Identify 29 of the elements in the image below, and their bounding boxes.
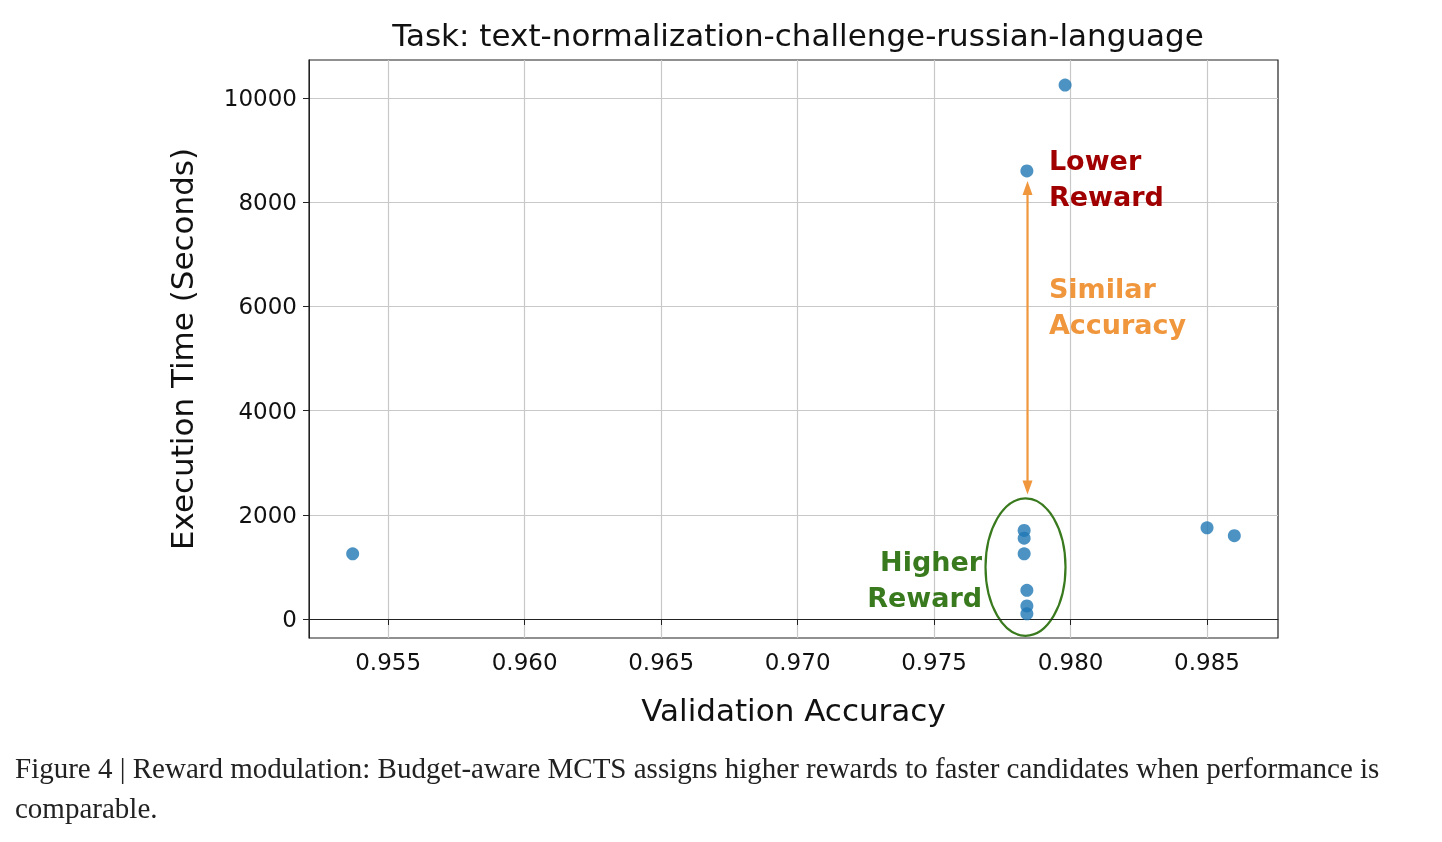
x-axis-title: Validation Accuracy: [641, 691, 946, 728]
x-tick-label: 0.985: [1174, 648, 1240, 675]
x-tick-label: 0.975: [901, 648, 967, 675]
y-tick-label: 10000: [223, 85, 297, 112]
chart-title: Task: text-normalization-challenge-russian-language: [391, 16, 1204, 53]
x-tick-label: 0.980: [1037, 648, 1104, 675]
x-tick-label: 0.955: [355, 648, 422, 675]
point: [1058, 78, 1072, 92]
y-tick-label: 4000: [238, 397, 297, 424]
point: [1020, 583, 1034, 597]
point: [346, 547, 360, 561]
y-tick-label: 2000: [238, 501, 297, 528]
x-tick-label: 0.960: [491, 648, 558, 675]
point: [1020, 164, 1034, 178]
annotation: Lower Reward: [1048, 145, 1164, 213]
y-tick-label: 0: [282, 605, 297, 632]
y-axis-title: Execution Time (Seconds): [163, 147, 200, 551]
annotation: Higher Reward: [867, 546, 983, 614]
annotation: Similar Accuracy: [1048, 273, 1187, 341]
point: [1020, 607, 1034, 621]
y-tick-label: 6000: [238, 293, 297, 320]
point: [1200, 521, 1214, 535]
x-tick-label: 0.970: [764, 648, 831, 675]
caption: Figure 4 | Reward modulation: Budget-aware MCTS assigns higher rewards to faster candidates when performance is comparable.: [15, 751, 1381, 826]
y-tick-label: 8000: [238, 189, 297, 216]
point: [1017, 531, 1031, 545]
point: [1017, 547, 1031, 561]
x-tick-label: 0.965: [628, 648, 695, 675]
point: [1227, 529, 1241, 543]
